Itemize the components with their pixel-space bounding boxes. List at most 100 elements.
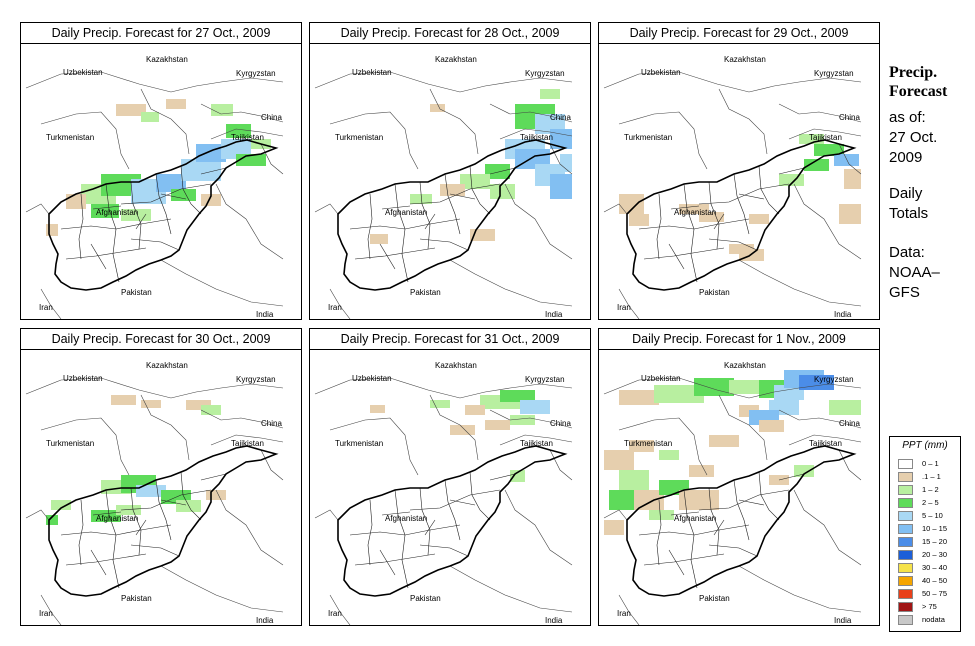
province-border	[670, 205, 700, 210]
afghanistan-outline	[337, 139, 568, 291]
country-label-tajikistan: Tajikistan	[809, 133, 842, 142]
precip-cell	[799, 134, 824, 144]
province-border	[683, 183, 698, 283]
country-border	[314, 509, 339, 521]
asof-year: 2009	[889, 149, 923, 166]
country-border	[160, 259, 284, 307]
province-border	[419, 487, 431, 556]
precip-cell	[176, 500, 201, 512]
country-border	[329, 288, 351, 319]
country-border	[25, 203, 50, 215]
province-border	[708, 544, 758, 557]
legend-label: 50 – 75	[922, 589, 948, 598]
province-border	[200, 473, 227, 481]
country-label-china: China	[839, 113, 860, 122]
precip-cell	[226, 124, 251, 138]
province-border	[424, 519, 436, 536]
country-border	[200, 103, 284, 123]
country-label-tajikistan: Tajikistan	[520, 133, 553, 142]
country-label-pakistan: Pakistan	[410, 288, 441, 297]
legend-label: 20 – 30	[922, 550, 948, 559]
precip-cell	[659, 450, 679, 460]
precip-cell	[634, 490, 664, 510]
country-border	[793, 183, 862, 260]
province-border	[708, 238, 758, 251]
precip-cell	[694, 378, 734, 396]
country-border	[618, 594, 640, 625]
country-label-kazakhstan: Kazakhstan	[146, 55, 188, 64]
precip-cell	[370, 234, 388, 244]
precip-cell	[370, 405, 385, 413]
asof-label: as of:	[889, 109, 926, 126]
precip-cell	[171, 189, 196, 201]
country-label-india: India	[545, 616, 563, 625]
country-label-iran: Iran	[617, 303, 631, 312]
country-label-uzbekistan: Uzbekistan	[641, 374, 681, 383]
country-label-afghanistan: Afghanistan	[96, 208, 139, 217]
province-border	[349, 218, 461, 230]
province-border	[668, 549, 685, 576]
country-border	[429, 394, 479, 461]
country-border	[200, 409, 284, 429]
country-label-kazakhstan: Kazakhstan	[724, 55, 766, 64]
country-label-uzbekistan: Uzbekistan	[352, 374, 392, 383]
precip-cell	[604, 450, 634, 470]
province-border	[708, 181, 720, 250]
legend-swatch	[898, 524, 913, 534]
country-label-pakistan: Pakistan	[121, 594, 152, 603]
sidebar-asof: as of: 27 Oct. 2009	[889, 108, 937, 168]
forecast-panel-nov1: Daily Precip. Forecast for 1 Nov., 2009 …	[598, 328, 880, 626]
afghanistan-outline	[626, 139, 857, 291]
country-label-tajikistan: Tajikistan	[231, 439, 264, 448]
country-border	[718, 394, 768, 461]
legend-swatch	[898, 472, 913, 482]
legend-label: 15 – 20	[922, 537, 948, 546]
precip-map	[314, 377, 573, 625]
precip-cell	[699, 212, 724, 222]
country-label-kazakhstan: Kazakhstan	[435, 361, 477, 370]
province-border	[489, 473, 516, 481]
country-label-india: India	[256, 616, 274, 625]
data-line2: NOAA–	[889, 264, 940, 281]
country-border	[788, 128, 862, 140]
country-border	[549, 449, 573, 481]
province-border	[643, 247, 725, 260]
panel-title: Daily Precip. Forecast for 31 Oct., 2009	[310, 329, 590, 350]
precip-cell	[141, 112, 159, 122]
data-line1: Data:	[889, 244, 925, 261]
precip-cell	[829, 400, 861, 415]
province-border	[200, 167, 227, 175]
province-border	[105, 489, 120, 589]
precip-cell	[619, 390, 659, 405]
province-border	[670, 511, 700, 516]
country-border	[25, 71, 284, 93]
province-border	[469, 165, 491, 215]
province-border	[419, 238, 469, 251]
province-border	[120, 183, 212, 205]
province-border	[354, 247, 436, 260]
country-border	[260, 143, 284, 175]
precip-cell	[136, 485, 166, 497]
country-label-turkmenistan: Turkmenistan	[46, 133, 95, 142]
precip-cell	[759, 420, 784, 432]
country-border	[429, 88, 479, 155]
country-border	[618, 111, 708, 170]
country-border	[778, 103, 862, 123]
province-border	[180, 471, 202, 521]
country-label-afghanistan: Afghanistan	[385, 514, 428, 523]
province-border	[409, 489, 501, 511]
country-border	[618, 288, 640, 319]
country-border	[25, 509, 50, 521]
precip-cell	[560, 154, 572, 172]
precip-cell	[834, 154, 859, 166]
country-label-afghanistan: Afghanistan	[674, 514, 717, 523]
country-border	[260, 449, 284, 481]
precip-cell	[510, 470, 525, 482]
precip-cell	[550, 129, 572, 149]
province-border	[409, 183, 501, 205]
province-border	[419, 544, 469, 557]
country-border	[40, 288, 62, 319]
country-label-uzbekistan: Uzbekistan	[63, 374, 103, 383]
forecast-panel-oct30: Daily Precip. Forecast for 30 Oct., 2009…	[20, 328, 302, 626]
legend-label: 40 – 50	[922, 576, 948, 585]
